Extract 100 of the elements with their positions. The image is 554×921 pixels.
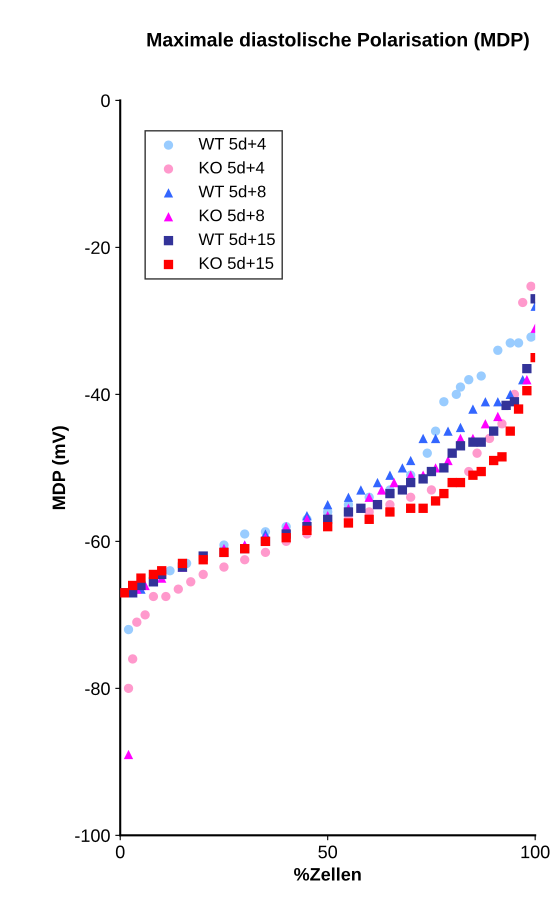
point: [385, 470, 395, 480]
point: [124, 750, 134, 760]
point: [501, 400, 511, 410]
point: [514, 338, 524, 348]
y-tick-label: -40: [85, 388, 110, 402]
point: [385, 488, 395, 498]
legend-label: KO 5d+15: [200, 256, 274, 270]
point: [157, 566, 166, 576]
point: [493, 397, 502, 406]
point: [406, 492, 416, 502]
point: [476, 466, 486, 476]
point: [439, 463, 449, 473]
point: [456, 478, 466, 488]
point: [344, 518, 354, 528]
point: [376, 485, 386, 495]
point: [178, 558, 188, 568]
point: [364, 514, 374, 524]
point: [489, 426, 498, 436]
point: [506, 338, 515, 348]
y-tick-label: -100: [75, 829, 110, 842]
point: [136, 573, 146, 583]
point: [389, 478, 399, 488]
point: [260, 548, 270, 558]
x-tick-label: 0: [116, 846, 125, 858]
point: [497, 452, 507, 462]
y-tick-label: 0: [101, 94, 110, 108]
x-axis-title: %Zellen: [294, 867, 361, 881]
point: [493, 412, 502, 422]
y-tick-label: -20: [85, 241, 110, 254]
point: [385, 507, 395, 517]
point: [464, 375, 474, 384]
point: [406, 504, 416, 513]
point: [165, 566, 175, 576]
point: [148, 592, 158, 602]
point: [480, 397, 490, 406]
chart-title: Maximale diastolische Polarisation (MDP): [147, 32, 529, 50]
point: [140, 610, 150, 620]
point: [124, 684, 134, 694]
point: [323, 522, 332, 532]
point: [174, 584, 183, 594]
point: [489, 456, 498, 466]
point: [522, 375, 532, 384]
y-tick-label: -80: [85, 682, 110, 696]
point: [406, 478, 416, 488]
point: [128, 654, 138, 664]
point: [356, 485, 366, 495]
point: [522, 364, 532, 374]
y-axis-title: MDP (mV): [52, 426, 69, 510]
point: [476, 371, 486, 381]
point: [430, 434, 440, 444]
point: [356, 504, 366, 513]
point: [448, 448, 457, 458]
point: [198, 555, 208, 564]
point: [426, 466, 436, 476]
point: [128, 580, 138, 590]
point: [398, 463, 408, 473]
point: [124, 624, 134, 634]
point: [456, 441, 466, 450]
point: [372, 500, 382, 510]
point: [302, 526, 312, 535]
legend-label: KO 5d+8: [200, 209, 264, 222]
legend-label: WT 5d+8: [198, 185, 266, 198]
point: [422, 448, 432, 458]
point: [406, 456, 416, 466]
point: [198, 570, 208, 580]
point: [418, 474, 428, 484]
legend-label: WT 5d+15: [198, 232, 275, 246]
point: [398, 485, 408, 495]
point: [418, 504, 428, 513]
point: [480, 419, 490, 428]
point: [476, 437, 486, 447]
point: [439, 488, 449, 498]
x-tick-label: 50: [318, 846, 338, 858]
point: [514, 404, 524, 414]
point: [240, 529, 250, 539]
point: [418, 434, 428, 444]
point: [344, 507, 354, 517]
point: [506, 426, 515, 436]
point: [186, 577, 196, 586]
legend-label: KO 5d+4: [200, 161, 264, 174]
point: [426, 485, 436, 495]
point: [219, 562, 229, 572]
point: [372, 478, 382, 488]
point: [468, 470, 478, 480]
point: [161, 592, 171, 602]
legend-label: WT 5d+4: [198, 137, 266, 150]
point: [518, 298, 528, 308]
point: [456, 382, 466, 392]
point: [456, 422, 466, 432]
point: [430, 426, 440, 436]
x-tick-label: 100: [521, 846, 550, 858]
y-tick-label: -60: [85, 535, 110, 548]
point: [323, 500, 332, 510]
point: [452, 390, 461, 400]
point: [443, 426, 453, 436]
point: [282, 533, 291, 542]
point: [439, 397, 449, 406]
point: [132, 618, 142, 627]
point: [472, 448, 482, 458]
point: [240, 555, 250, 564]
